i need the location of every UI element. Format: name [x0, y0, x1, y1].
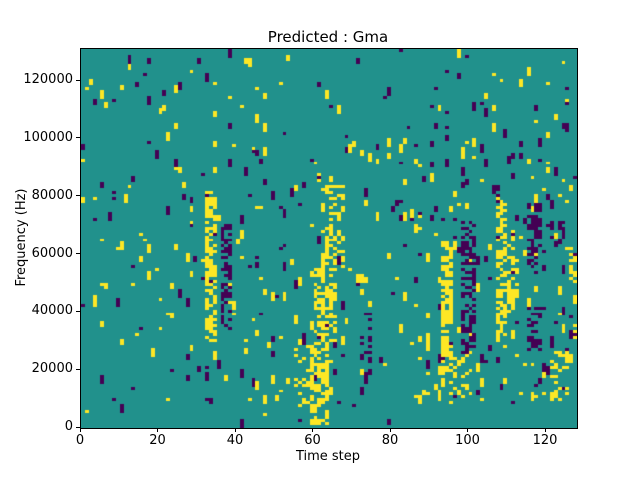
x-tick-label: 120 — [532, 433, 558, 448]
x-tick-mark — [544, 428, 546, 432]
y-tick-label: 0 — [64, 419, 73, 434]
y-tick-label: 100000 — [23, 129, 73, 145]
x-axis-label: Time step — [295, 449, 361, 464]
x-tick-mark — [79, 428, 81, 432]
y-tick-mark — [76, 253, 80, 254]
x-tick-label: 80 — [381, 433, 399, 448]
y-tick-label: 80000 — [31, 187, 73, 203]
y-tick-mark — [76, 79, 80, 81]
y-tick-mark — [76, 195, 80, 197]
x-tick-label: 40 — [226, 433, 244, 448]
x-tick-label: 100 — [455, 433, 480, 448]
x-tick-label: 20 — [149, 433, 166, 448]
y-tick-label: 20000 — [31, 361, 73, 377]
y-tick-mark — [76, 137, 80, 139]
x-tick-mark — [234, 428, 236, 432]
y-tick-mark — [76, 310, 80, 312]
x-tick-mark — [467, 428, 468, 432]
x-tick-mark — [389, 428, 391, 432]
y-tick-label: 120000 — [23, 72, 73, 87]
x-tick-mark — [312, 428, 313, 432]
x-tick-mark — [157, 428, 158, 432]
y-tick-label: 60000 — [31, 245, 73, 261]
chart-title: Predicted : Gma — [267, 28, 389, 46]
x-tick-label: 0 — [75, 433, 85, 448]
y-tick-label: 40000 — [31, 303, 73, 319]
plot-area — [80, 48, 578, 429]
y-tick-mark — [76, 426, 80, 428]
x-tick-label: 60 — [304, 433, 321, 448]
heatmap-canvas — [81, 49, 577, 428]
y-tick-mark — [76, 368, 80, 370]
